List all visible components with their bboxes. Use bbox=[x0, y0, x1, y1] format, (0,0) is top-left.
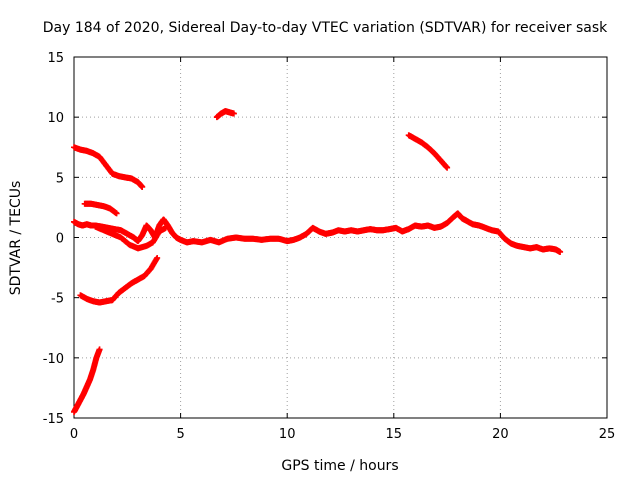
chart-title: Day 184 of 2020, Sidereal Day-to-day VTE… bbox=[43, 20, 608, 36]
series-mid-top bbox=[213, 108, 237, 121]
series-loop bbox=[92, 223, 169, 252]
series-group bbox=[71, 108, 564, 415]
y-tick-label: 5 bbox=[56, 171, 64, 186]
data-point bbox=[162, 224, 169, 231]
data-point bbox=[113, 210, 120, 217]
y-axis-label: SDTVAR / TECUs bbox=[8, 181, 24, 296]
data-point bbox=[230, 110, 237, 117]
y-tick-label: -10 bbox=[43, 352, 64, 367]
y-tick-label: 10 bbox=[47, 111, 64, 126]
data-point bbox=[154, 254, 161, 261]
data-point bbox=[96, 346, 103, 353]
series-short-upper bbox=[81, 200, 120, 217]
x-tick-label: 5 bbox=[176, 427, 184, 442]
y-tick-label: 0 bbox=[56, 232, 64, 247]
y-tick-label: 15 bbox=[47, 51, 64, 66]
y-tick-label: -5 bbox=[51, 292, 64, 307]
x-ticks: 0 5 10 15 20 25 bbox=[70, 57, 615, 442]
y-ticks: -15 -10 -5 0 5 10 15 bbox=[43, 51, 607, 427]
data-point bbox=[444, 164, 451, 171]
series-bottom-steep bbox=[71, 346, 103, 415]
series-right-descending bbox=[405, 132, 451, 171]
x-tick-label: 0 bbox=[70, 427, 78, 442]
x-tick-label: 15 bbox=[386, 427, 403, 442]
series-lower-rising bbox=[77, 254, 161, 306]
data-point bbox=[139, 183, 146, 190]
data-point bbox=[557, 248, 564, 255]
x-tick-label: 25 bbox=[599, 427, 616, 442]
x-axis-label: GPS time / hours bbox=[281, 458, 398, 474]
x-tick-label: 10 bbox=[279, 427, 296, 442]
x-tick-label: 20 bbox=[492, 427, 509, 442]
series-upper-descending bbox=[71, 144, 146, 190]
y-tick-label: -15 bbox=[43, 412, 64, 427]
grid bbox=[74, 57, 607, 418]
